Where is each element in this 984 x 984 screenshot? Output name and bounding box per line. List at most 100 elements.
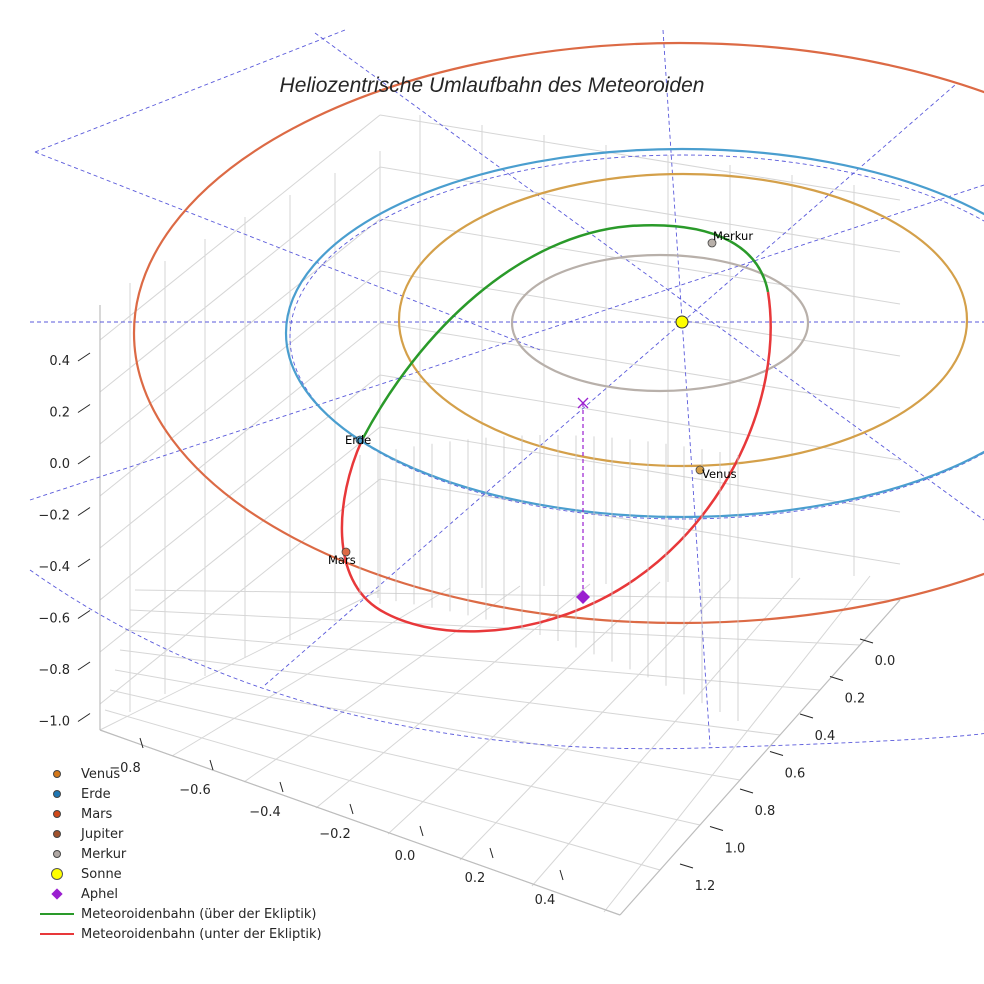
grid-line (379, 166, 901, 253)
z-tick-label: −0.4 (38, 560, 70, 575)
chart-title: Heliozentrische Umlaufbahn des Meteoroid… (279, 74, 705, 97)
marker-erde (355, 435, 365, 445)
x-tick-label: 0.0 (395, 849, 416, 864)
y-tick-mark (769, 751, 784, 756)
x-axis-line (99, 729, 621, 916)
grid-line (99, 589, 381, 731)
grid-line (379, 218, 901, 305)
z-tick-label: −1.0 (38, 715, 70, 730)
legend-label: Jupiter (81, 826, 124, 842)
legend-dot (53, 810, 61, 818)
orbit-venus (397, 172, 969, 468)
y-tick-label: 0.2 (845, 692, 866, 707)
legend-symbol (40, 864, 74, 884)
meteoroid-path-below (340, 291, 772, 633)
z-tick-label: −0.8 (38, 663, 70, 678)
grid-line (171, 587, 451, 757)
z-tick-label: 0.0 (49, 457, 70, 472)
grid-line (99, 322, 381, 549)
legend-label: Venus (81, 766, 121, 782)
x-tick-mark (559, 869, 564, 881)
z-tick-mark (77, 507, 91, 516)
marker-mars (341, 547, 351, 557)
grid-line (99, 114, 381, 341)
meteoroid-orbit (340, 224, 772, 721)
y-tick-mark (859, 638, 874, 644)
x-tick-mark (349, 803, 354, 815)
grid-line (99, 374, 381, 601)
grid-line (114, 669, 741, 781)
y-tick-mark (679, 863, 694, 869)
x-tick-label: −0.4 (249, 805, 281, 820)
grid-line (134, 589, 901, 601)
body-markers: Merkur Venus Erde Mars (328, 229, 753, 604)
x-tick-mark (279, 781, 284, 793)
y-tick-label: 0.0 (875, 654, 896, 669)
legend-item: Aphel (40, 884, 322, 904)
guide-line (264, 84, 956, 686)
legend-line (40, 933, 74, 935)
grid-line (124, 629, 821, 691)
label-venus: Venus (702, 467, 737, 481)
z-tick-mark (77, 558, 91, 568)
label-erde: Erde (345, 433, 371, 447)
ecliptic-guides (29, 29, 984, 750)
y-tick-label: 0.4 (815, 729, 836, 744)
y-tick-label: 0.8 (755, 804, 776, 819)
grid-line (99, 426, 381, 653)
legend-symbol (40, 924, 74, 944)
x-tick-label: −0.8 (109, 761, 141, 776)
legend-line (40, 913, 74, 915)
z-tick-label: 0.2 (49, 406, 70, 421)
legend-symbol (40, 804, 74, 824)
legend-diamond (51, 888, 63, 900)
legend-symbol (40, 884, 74, 904)
axis-ticks: 0.4 0.2 0.0 −0.2 −0.4 −0.6 −0.8 −1.0 −0.8 −0.6 −0.… (38, 352, 896, 908)
grid-line (459, 579, 731, 861)
z-tick-mark (77, 610, 91, 619)
legend: Venus Erde Mars Jupiter Merkur Sonne Aphel Mete… (40, 764, 322, 944)
legend-dot (53, 830, 61, 838)
legend-symbol (40, 764, 74, 784)
legend-dot (51, 868, 63, 880)
planet-orbits (133, 41, 984, 625)
legend-symbol (40, 904, 74, 924)
x-tick-label: −0.6 (179, 783, 211, 798)
orbit-mars (133, 41, 984, 625)
legend-item: Sonne (40, 864, 322, 884)
legend-label: Erde (81, 786, 111, 802)
grid-line (387, 581, 661, 835)
legend-item: Jupiter (40, 824, 322, 844)
x-tick-mark (139, 737, 144, 749)
x-tick-label: −0.2 (319, 827, 351, 842)
legend-item: Meteoroidenbahn (unter der Ekliptik) (40, 924, 322, 944)
grid-line (603, 575, 871, 913)
x-tick-label: 0.2 (465, 871, 486, 886)
x-tick-mark (419, 825, 424, 837)
legend-item: Meteoroidenbahn (über der Ekliptik) (40, 904, 322, 924)
legend-item: Erde (40, 784, 322, 804)
grid-line (379, 478, 901, 565)
legend-symbol (40, 824, 74, 844)
aphel-projection-marker (577, 397, 589, 409)
label-merkur: Merkur (713, 229, 753, 243)
legend-symbol (40, 844, 74, 864)
y-axis-line (619, 599, 901, 916)
legend-item: Merkur (40, 844, 322, 864)
y-tick-mark (739, 788, 754, 794)
legend-dot (53, 850, 61, 858)
grid-line (104, 709, 661, 871)
legend-label: Mars (81, 806, 113, 822)
z-tick-label: −0.6 (38, 612, 70, 627)
z-tick-mark (77, 713, 91, 722)
meteoroid-path-above (360, 224, 770, 441)
guide-arc (29, 569, 984, 750)
z-tick-mark (77, 661, 91, 671)
z-tick-mark (77, 404, 91, 413)
y-tick-mark (799, 713, 814, 719)
grid-line (379, 374, 901, 461)
marker-merkur (707, 238, 717, 248)
grid-line (531, 577, 801, 887)
y-tick-mark (709, 826, 724, 831)
